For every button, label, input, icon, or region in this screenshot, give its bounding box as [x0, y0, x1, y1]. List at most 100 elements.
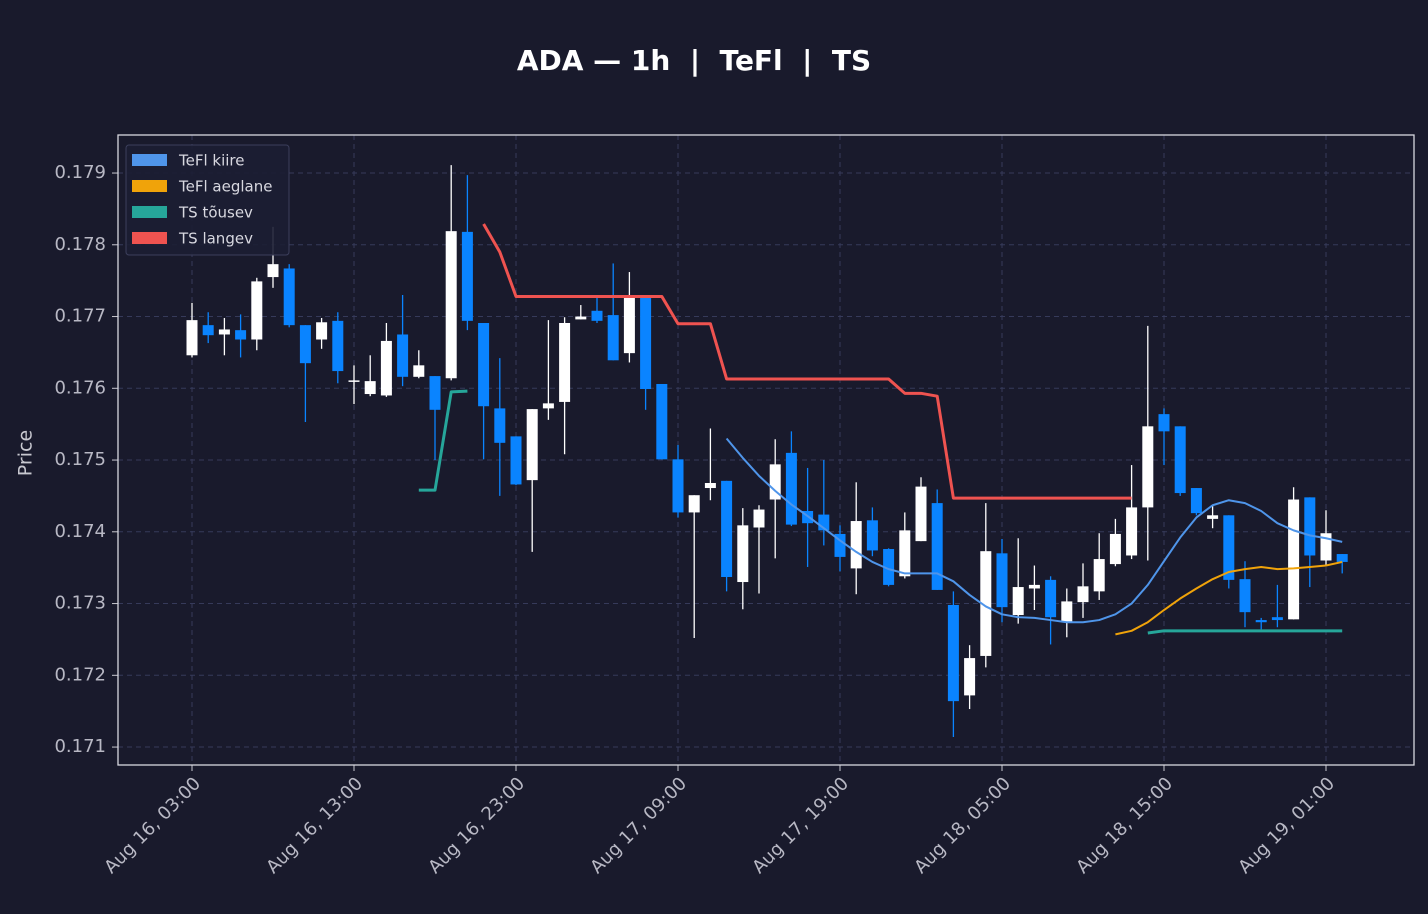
candle-body — [542, 403, 554, 409]
candle-body — [1174, 426, 1186, 494]
candle-body — [753, 509, 765, 528]
candle-body — [947, 604, 959, 702]
indicator-line — [418, 389, 468, 492]
legend-label: TS tõusev — [178, 204, 253, 222]
y-tick-label: 0.177 — [54, 306, 106, 327]
candle-body — [737, 525, 749, 583]
candle-body — [1093, 559, 1105, 592]
candle-body — [267, 264, 279, 278]
legend-box — [125, 144, 290, 256]
candle-body — [494, 408, 506, 443]
indicator-line — [1147, 629, 1343, 635]
candle-body — [559, 322, 571, 402]
candle-body — [704, 483, 716, 489]
y-tick-label: 0.175 — [54, 449, 106, 470]
candle-body — [785, 452, 797, 525]
y-tick-label: 0.174 — [54, 521, 106, 542]
candle-body — [1304, 497, 1316, 556]
candle-body — [1207, 515, 1219, 519]
candle-body — [850, 521, 862, 569]
candle-body — [866, 520, 878, 551]
candle-body — [591, 310, 603, 321]
y-tick-label: 0.179 — [54, 162, 106, 183]
legend-swatch — [132, 232, 167, 244]
legend-swatch — [132, 180, 167, 192]
candle-body — [688, 495, 700, 513]
candle-body — [1142, 426, 1154, 508]
candle-body — [429, 376, 441, 410]
candle-body — [1223, 515, 1235, 580]
candle-body — [299, 325, 311, 364]
candle-body — [1336, 554, 1348, 562]
candle-body — [1239, 579, 1251, 613]
candle-body — [478, 322, 490, 407]
candle-body — [1109, 533, 1121, 565]
candle-body — [1158, 414, 1170, 432]
plot-frame — [117, 134, 1415, 766]
candle-body — [364, 381, 376, 395]
candle-body — [1012, 587, 1024, 616]
candle-body — [1320, 533, 1332, 561]
y-tick-label: 0.178 — [54, 234, 106, 255]
candle-body — [413, 365, 425, 377]
legend-swatch — [132, 206, 167, 218]
candle-body — [931, 503, 943, 590]
candle-body — [332, 320, 344, 372]
candle-body — [640, 297, 652, 390]
candle-body — [186, 320, 198, 356]
candle-body — [1288, 499, 1300, 620]
y-tick-label: 0.173 — [54, 593, 106, 614]
candle-body — [380, 340, 392, 396]
y-tick-label: 0.172 — [54, 664, 106, 685]
indicator-line — [725, 437, 1343, 624]
indicator-line — [482, 223, 1132, 500]
chart-title: ADA — 1h | TeFl | TS — [517, 44, 871, 77]
candle-body — [915, 486, 927, 542]
candle-body — [218, 329, 230, 335]
candle-body — [818, 514, 830, 531]
candle-body — [510, 436, 522, 485]
candle-body — [1077, 586, 1089, 603]
candle-body — [251, 281, 263, 340]
legend-label: TeFl kiire — [178, 152, 245, 170]
candle-body — [1045, 579, 1057, 618]
candle-body — [883, 549, 895, 585]
candle-body — [607, 315, 619, 361]
candle-body — [980, 551, 992, 656]
candle-body — [834, 533, 846, 557]
candle-body — [445, 231, 457, 379]
candle-body — [656, 383, 668, 460]
candle-body — [397, 334, 409, 377]
candle-body — [235, 330, 247, 340]
candle-body — [1271, 617, 1283, 621]
candle-body — [283, 268, 295, 326]
candle-body — [1190, 488, 1202, 514]
candle-body — [575, 316, 587, 320]
candle-body — [899, 530, 911, 577]
candle-body — [721, 480, 733, 578]
candle-body — [996, 553, 1008, 608]
y-tick-label: 0.171 — [54, 736, 106, 757]
y-tick-label: 0.176 — [54, 377, 106, 398]
candle-body — [348, 380, 360, 382]
candle-body — [769, 464, 781, 500]
candle-body — [461, 231, 473, 321]
candle-body — [964, 658, 976, 696]
candle-body — [623, 297, 635, 354]
candle-body — [1255, 620, 1267, 623]
candle-body — [202, 325, 214, 336]
candle-body — [1061, 601, 1073, 623]
candle-body — [316, 322, 328, 340]
indicator-line — [1115, 560, 1343, 636]
legend-swatch — [132, 154, 167, 166]
y-axis-label: Price — [15, 430, 37, 476]
candle-body — [672, 459, 684, 513]
candle-body — [1126, 507, 1138, 556]
candle-body — [1028, 584, 1040, 589]
legend-label: TS langev — [178, 230, 253, 248]
legend-label: TeFl aeglane — [178, 178, 272, 196]
candle-body — [526, 409, 538, 481]
